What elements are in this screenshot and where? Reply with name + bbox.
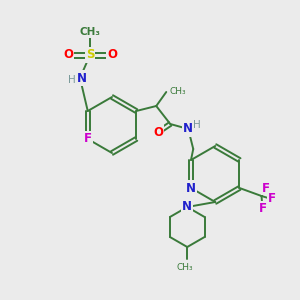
Text: CH₃: CH₃ (169, 88, 186, 97)
Text: S: S (86, 49, 94, 62)
Text: N: N (77, 71, 87, 85)
Text: F: F (262, 182, 269, 194)
Text: N: N (183, 122, 193, 136)
Text: CH₃: CH₃ (80, 27, 100, 37)
Text: F: F (268, 193, 275, 206)
Text: H: H (194, 120, 201, 130)
Text: F: F (84, 133, 92, 146)
Text: CH₃: CH₃ (177, 263, 194, 272)
Text: F: F (259, 202, 266, 214)
Text: H: H (68, 75, 76, 85)
Text: O: O (63, 49, 73, 62)
Text: N: N (182, 200, 192, 214)
Text: O: O (107, 49, 117, 62)
Text: N: N (186, 182, 196, 194)
Text: O: O (153, 125, 163, 139)
